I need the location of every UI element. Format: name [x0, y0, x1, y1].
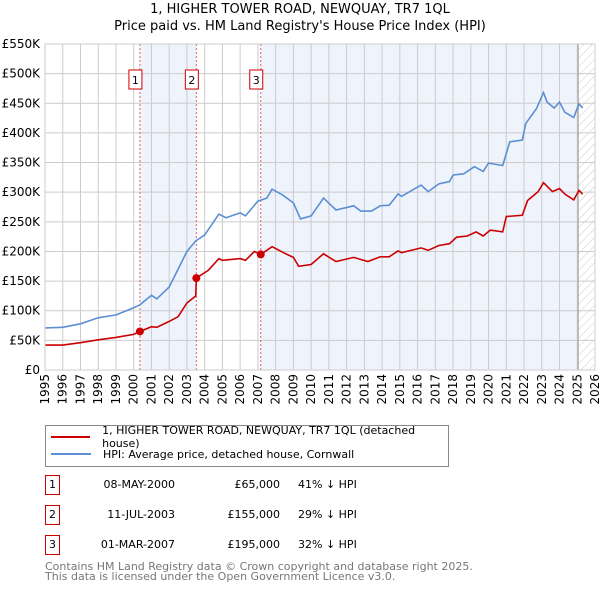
x-tick-label: 2026 — [588, 374, 600, 405]
x-tick-label: 2005 — [215, 374, 229, 405]
chart-subtitle: Price paid vs. HM Land Registry's House … — [114, 19, 486, 34]
x-tick-label: 2001 — [144, 374, 158, 405]
sale-date: 11-JUL-2003 — [107, 508, 175, 521]
sale-label-border — [249, 69, 264, 90]
price-chart: £0 £50K £100K £150K £200K £250K £300K £350K £400… — [2, 37, 600, 405]
y-tick-label: £450K — [2, 96, 42, 110]
x-tick-label: 2007 — [251, 374, 265, 405]
sale-hpi-diff: 29% ↓ HPI — [298, 508, 357, 521]
y-tick-label: £150K — [2, 274, 42, 288]
x-tick-label: 2015 — [393, 374, 407, 405]
sale-point — [256, 250, 265, 259]
y-tick-label: £100K — [2, 304, 42, 318]
sale-marker-badge: 2 — [45, 505, 60, 525]
sale-hpi-diff: 32% ↓ HPI — [298, 538, 357, 551]
y-tick-label: £0 — [25, 363, 40, 377]
x-tick-label: 2008 — [269, 374, 283, 405]
chart-title: 1, HIGHER TOWER ROAD, NEWQUAY, TR7 1QL — [150, 2, 450, 17]
x-tick-label: 2010 — [304, 374, 318, 405]
legend-item-property: 1, HIGHER TOWER ROAD, NEWQUAY, TR7 1QL (… — [46, 424, 448, 450]
forecast-hatch — [578, 44, 595, 370]
y-tick-label: £250K — [2, 215, 42, 229]
sale-row: 3 01-MAR-2007 £195,000 32% ↓ HPI — [45, 535, 445, 555]
sale-date: 01-MAR-2007 — [100, 538, 175, 551]
sale-price: £155,000 — [227, 508, 281, 521]
x-tick-label: 1995 — [38, 374, 52, 405]
x-tick-label: 2013 — [357, 374, 371, 405]
x-tick-label: 2011 — [322, 374, 336, 405]
x-tick-label: 2016 — [411, 374, 425, 405]
x-tick-label: 2020 — [482, 374, 496, 405]
series-line — [44, 90, 584, 329]
x-tick-label: 2014 — [375, 374, 389, 405]
sale-price: £195,000 — [227, 538, 281, 551]
sale-label-box: 3 — [249, 69, 264, 90]
y-tick-label: £300K — [2, 185, 42, 199]
footer-licence: This data is licensed under the Open Gov… — [45, 570, 396, 583]
x-tick-label: 2002 — [162, 374, 176, 405]
x-tick-label: 2017 — [428, 374, 442, 405]
x-tick-label: 2009 — [286, 374, 300, 405]
x-tick-label: 2000 — [127, 374, 141, 405]
x-tick-label: 2019 — [464, 374, 478, 405]
x-tick-label: 2018 — [446, 374, 460, 405]
red-line-swatch — [51, 436, 91, 438]
sale-date: 08-MAY-2000 — [103, 478, 175, 491]
sale-marker-badge: 3 — [45, 535, 60, 555]
footer-copyright: Contains HM Land Registry data © Crown c… — [45, 560, 473, 573]
x-tick-label: 1998 — [91, 374, 105, 405]
shaded-period-3 — [260, 44, 579, 370]
x-tick-label: 2004 — [198, 374, 212, 405]
y-tick-label: £400K — [2, 126, 42, 140]
sale-point — [135, 327, 144, 336]
x-tick-label: 1996 — [56, 374, 70, 405]
x-tick-label: 2023 — [535, 374, 549, 405]
x-tick-label: 2003 — [180, 374, 194, 405]
x-tick-label: 2006 — [233, 374, 247, 405]
sale-row: 1 08-MAY-2000 £65,000 41% ↓ HPI — [45, 475, 445, 495]
x-tick-label: 2021 — [499, 374, 513, 405]
blue-line-swatch — [51, 453, 91, 455]
y-tick-label: £200K — [2, 244, 42, 258]
sale-label-number: 2 — [188, 74, 195, 87]
legend: 1, HIGHER TOWER ROAD, NEWQUAY, TR7 1QL (… — [45, 424, 449, 467]
y-tick-label: £350K — [2, 156, 42, 170]
series-line — [45, 181, 584, 346]
y-tick-label: £50K — [9, 333, 41, 347]
y-tick-label: £550K — [2, 37, 42, 51]
legend-label: 1, HIGHER TOWER ROAD, NEWQUAY, TR7 1QL (… — [102, 424, 416, 450]
sale-label-box: 1 — [128, 69, 143, 90]
sale-point — [192, 274, 201, 283]
sale-label-border — [184, 69, 199, 90]
x-tick-label: 2025 — [570, 374, 584, 405]
sale-row: 2 11-JUL-2003 £155,000 29% ↓ HPI — [45, 505, 445, 525]
plot-border — [44, 43, 596, 371]
sale-marker-badge: 1 — [45, 475, 60, 495]
sale-hpi-diff: 41% ↓ HPI — [298, 478, 357, 491]
x-tick-label: 1999 — [109, 374, 123, 405]
legend-label: HPI: Average price, detached house, Corn… — [103, 447, 355, 461]
x-tick-label: 2012 — [340, 374, 354, 405]
legend-item-hpi: HPI: Average price, detached house, Corn… — [46, 446, 354, 462]
sale-label-number: 3 — [253, 74, 260, 87]
x-tick-label: 1997 — [73, 374, 87, 405]
sale-label-number: 1 — [132, 74, 139, 87]
sale-label-box: 2 — [184, 69, 199, 90]
sale-price: £65,000 — [234, 478, 281, 491]
y-tick-label: £500K — [2, 67, 42, 81]
x-tick-label: 2024 — [553, 374, 567, 405]
x-tick-label: 2022 — [517, 374, 531, 405]
sale-label-border — [128, 69, 143, 90]
